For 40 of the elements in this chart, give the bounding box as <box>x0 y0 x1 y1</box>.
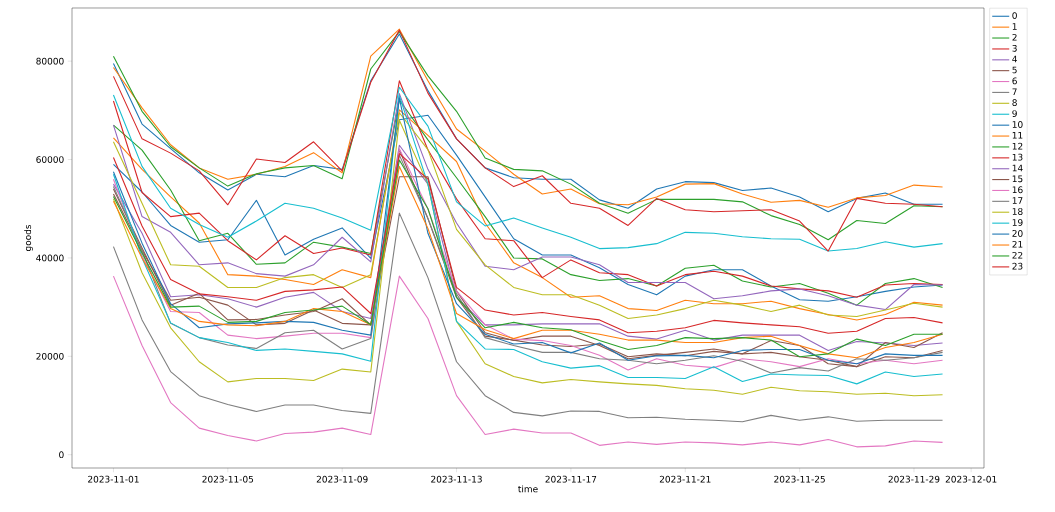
legend-label: 12 <box>1012 142 1023 150</box>
x-tick-label: 2023-11-17 <box>545 475 597 483</box>
x-tick-label: 2023-11-09 <box>316 475 368 483</box>
y-tick-label: 20000 <box>36 352 64 360</box>
x-tick-label: 2023-12-01 <box>945 475 997 483</box>
legend-label: 9 <box>1012 110 1017 117</box>
legend-label: 17 <box>1012 197 1023 204</box>
x-axis-title: time <box>518 485 538 493</box>
legend-label: 20 <box>1012 230 1023 237</box>
legend-label: 15 <box>1012 175 1023 183</box>
x-tick-label: 2023-11-25 <box>774 475 825 483</box>
legend-label: 8 <box>1012 99 1017 106</box>
legend-label: 14 <box>1012 164 1023 172</box>
y-tick-label: 0 <box>59 451 64 459</box>
x-tick-label: 2023-11-21 <box>659 475 711 483</box>
legend-label: 16 <box>1012 186 1023 194</box>
y-tick-label: 40000 <box>36 254 64 262</box>
legend-label: 10 <box>1012 121 1023 128</box>
x-tick-label: 2023-11-01 <box>88 475 139 483</box>
x-tick-label: 2023-11-29 <box>888 475 940 483</box>
legend-label: 22 <box>1012 251 1023 259</box>
y-tick-label: 80000 <box>36 57 64 65</box>
x-tick-label: 2023-11-05 <box>202 475 254 483</box>
legend-label: 2 <box>1012 33 1017 41</box>
legend-label: 0 <box>1012 12 1017 19</box>
legend-label: 5 <box>1012 66 1017 74</box>
y-axis-title: goods <box>24 224 33 252</box>
legend-label: 6 <box>1012 77 1017 85</box>
legend-label: 23 <box>1012 262 1023 270</box>
legend-label: 21 <box>1012 240 1023 248</box>
legend-label: 1 <box>1012 23 1017 30</box>
legend-label: 11 <box>1012 132 1023 139</box>
x-tick-label: 2023-11-13 <box>431 475 482 483</box>
legend-label: 4 <box>1012 55 1017 63</box>
legend-label: 18 <box>1012 208 1023 215</box>
legend-label: 19 <box>1012 219 1023 226</box>
legend-label: 3 <box>1012 44 1017 52</box>
legend-label: 13 <box>1012 153 1023 161</box>
y-tick-label: 60000 <box>36 156 64 163</box>
legend-label: 7 <box>1012 88 1017 95</box>
